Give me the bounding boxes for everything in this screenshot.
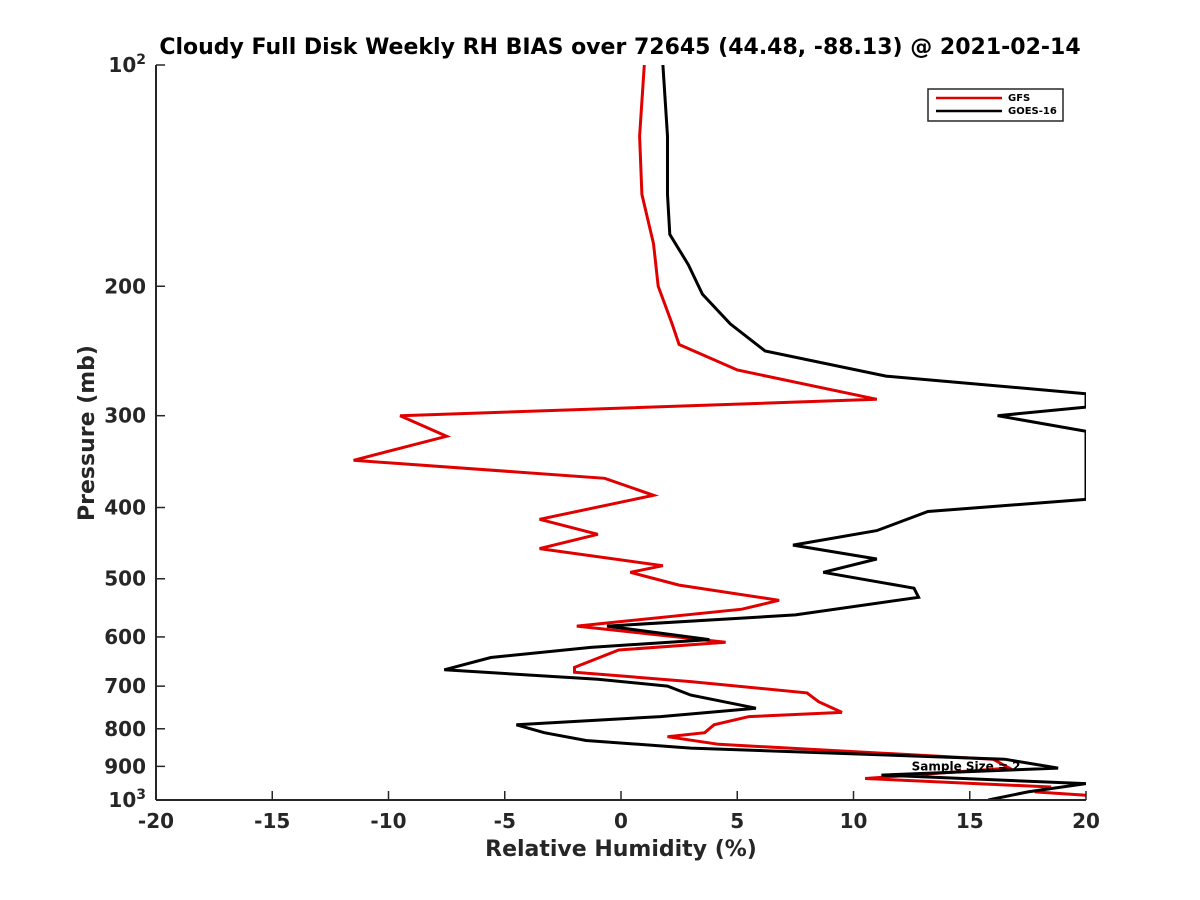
x-ticks: -20 -15 -10 -5 0 5 10 15 20 <box>138 791 1100 833</box>
y-tick-label: 600 <box>104 625 146 649</box>
y-ticks: 102 200 300 400 500 600 700 800 900 103 <box>104 52 165 812</box>
y-tick-label: 200 <box>104 274 146 298</box>
series-line-gfs <box>353 65 1086 797</box>
x-tick-label: 5 <box>730 809 744 833</box>
y-axis-title: Pressure (mb) <box>75 345 100 521</box>
x-tick-label: -20 <box>138 809 174 833</box>
y-tick-label: 500 <box>104 567 146 591</box>
x-axis-title: Relative Humidity (%) <box>485 837 757 862</box>
y-tick-label: 102 <box>108 52 146 77</box>
series-line-goes16 <box>443 65 1086 801</box>
y-tick-label: 103 <box>108 787 146 812</box>
x-tick-label: -15 <box>254 809 290 833</box>
y-tick-label: 700 <box>104 674 146 698</box>
series-group <box>353 65 1086 801</box>
legend-box <box>927 88 1064 122</box>
legend-label-goes16: GOES-16 <box>1008 106 1057 117</box>
x-tick-label: 0 <box>614 809 628 833</box>
x-tick-label: 10 <box>840 809 868 833</box>
annotations: Sample Size = 2 <box>912 759 1021 773</box>
x-tick-label: 15 <box>956 809 984 833</box>
x-tick-label: 20 <box>1072 809 1100 833</box>
chart-title: Cloudy Full Disk Weekly RH BIAS over 726… <box>159 35 1080 60</box>
y-tick-label: 400 <box>104 496 146 520</box>
y-tick-label: 900 <box>104 754 146 778</box>
plot-area <box>155 65 1086 801</box>
y-tick-label: 800 <box>104 717 146 741</box>
sample-size-annotation: Sample Size = 2 <box>912 759 1021 773</box>
legend: GFS GOES-16 <box>927 88 1064 122</box>
y-tick-label: 300 <box>104 404 146 428</box>
x-tick-label: -5 <box>494 809 516 833</box>
legend-label-gfs: GFS <box>1008 93 1030 104</box>
x-tick-label: -10 <box>370 809 406 833</box>
